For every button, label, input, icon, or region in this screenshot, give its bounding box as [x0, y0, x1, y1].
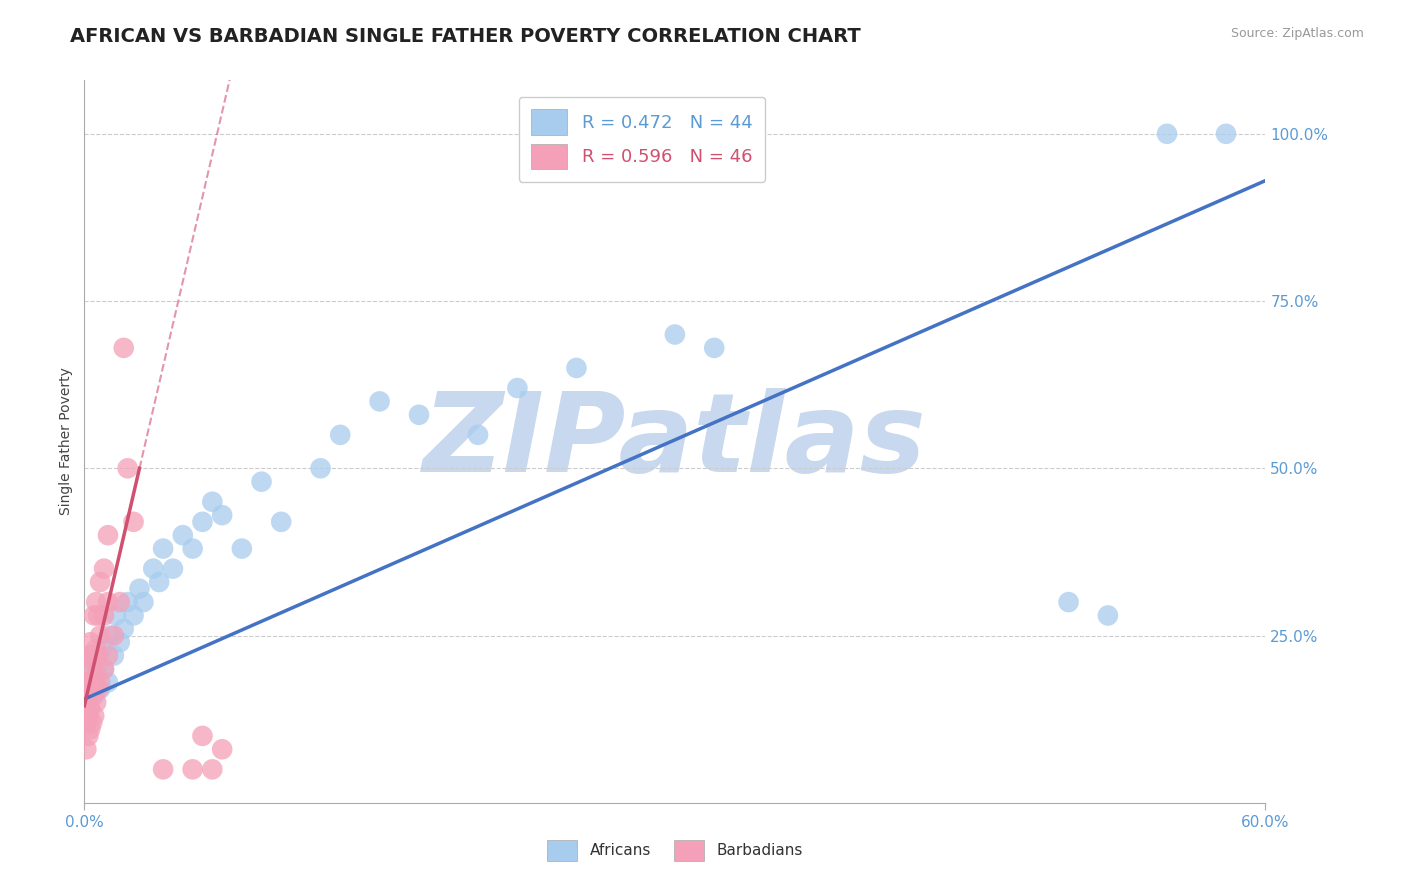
Point — [270, 515, 292, 529]
Point — [93, 662, 115, 676]
Point — [211, 742, 233, 756]
Point — [84, 696, 107, 710]
Point — [77, 708, 100, 723]
Point — [142, 562, 165, 576]
Point — [87, 608, 110, 623]
Point — [506, 381, 529, 395]
Point — [181, 541, 204, 556]
Point — [79, 675, 101, 690]
Point — [83, 608, 105, 623]
Point — [82, 648, 104, 663]
Point — [108, 635, 131, 649]
Point — [98, 628, 121, 642]
Point — [181, 762, 204, 776]
Point — [703, 341, 725, 355]
Point — [201, 494, 224, 508]
Point — [103, 648, 125, 663]
Point — [77, 662, 100, 676]
Point — [128, 582, 150, 596]
Point — [231, 541, 253, 556]
Point — [1156, 127, 1178, 141]
Y-axis label: Single Father Poverty: Single Father Poverty — [59, 368, 73, 516]
Point — [79, 635, 101, 649]
Point — [79, 702, 101, 716]
Point — [79, 675, 101, 690]
Point — [82, 648, 104, 663]
Point — [162, 562, 184, 576]
Point — [97, 675, 120, 690]
Point — [75, 715, 97, 730]
Point — [664, 327, 686, 342]
Point — [152, 762, 174, 776]
Point — [93, 608, 115, 623]
Point — [75, 742, 97, 756]
Point — [117, 461, 139, 475]
Point — [112, 622, 135, 636]
Point — [108, 595, 131, 609]
Point — [191, 515, 214, 529]
Point — [250, 475, 273, 489]
Point — [1057, 595, 1080, 609]
Point — [112, 341, 135, 355]
Point — [329, 427, 352, 442]
Text: AFRICAN VS BARBADIAN SINGLE FATHER POVERTY CORRELATION CHART: AFRICAN VS BARBADIAN SINGLE FATHER POVER… — [70, 27, 860, 45]
Point — [89, 575, 111, 590]
Legend: Africans, Barbadians: Africans, Barbadians — [541, 833, 808, 867]
Point — [201, 762, 224, 776]
Point — [89, 675, 111, 690]
Point — [83, 655, 105, 669]
Point — [87, 648, 110, 663]
Point — [87, 681, 110, 696]
Point — [172, 528, 194, 542]
Point — [368, 394, 391, 409]
Point — [104, 608, 127, 623]
Point — [97, 648, 120, 663]
Point — [152, 541, 174, 556]
Point — [467, 427, 489, 442]
Point — [77, 648, 100, 663]
Point — [84, 595, 107, 609]
Point — [84, 669, 107, 683]
Point — [83, 681, 105, 696]
Point — [91, 642, 114, 657]
Point — [75, 675, 97, 690]
Point — [97, 528, 120, 542]
Point — [84, 669, 107, 683]
Point — [132, 595, 155, 609]
Point — [82, 689, 104, 703]
Point — [77, 729, 100, 743]
Text: ZIPatlas: ZIPatlas — [423, 388, 927, 495]
Text: Source: ZipAtlas.com: Source: ZipAtlas.com — [1230, 27, 1364, 40]
Point — [84, 642, 107, 657]
Point — [83, 708, 105, 723]
Point — [77, 689, 100, 703]
Point — [211, 508, 233, 523]
Point — [122, 515, 145, 529]
Point — [89, 681, 111, 696]
Point — [93, 662, 115, 676]
Point — [83, 689, 105, 703]
Point — [89, 628, 111, 642]
Point — [93, 562, 115, 576]
Point — [1097, 608, 1119, 623]
Point — [82, 715, 104, 730]
Point — [1215, 127, 1237, 141]
Point — [79, 723, 101, 737]
Point — [565, 361, 588, 376]
Point — [75, 696, 97, 710]
Point — [87, 655, 110, 669]
Point — [103, 628, 125, 642]
Point — [148, 575, 170, 590]
Point — [77, 662, 100, 676]
Point — [408, 408, 430, 422]
Point — [191, 729, 214, 743]
Point — [122, 608, 145, 623]
Point — [309, 461, 332, 475]
Point — [117, 595, 139, 609]
Point — [97, 595, 120, 609]
